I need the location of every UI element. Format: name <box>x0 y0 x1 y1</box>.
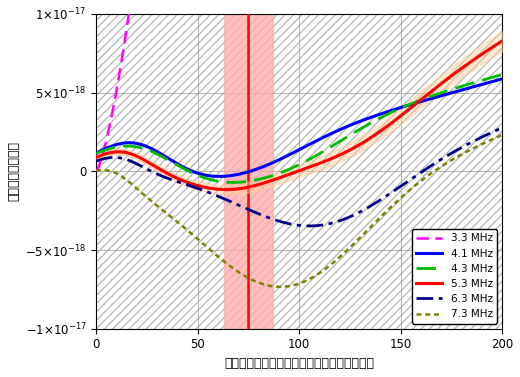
Bar <box>224 14 272 329</box>
Y-axis label: 相対的な光シフト: 相対的な光シフト <box>7 141 20 201</box>
X-axis label: トラップ深さ　（光子反跳エネルギー単位）: トラップ深さ （光子反跳エネルギー単位） <box>224 357 374 370</box>
Legend: 3.3 MHz, 4.1 MHz, 4.3 MHz, 5.3 MHz, 6.3 MHz, 7.3 MHz: 3.3 MHz, 4.1 MHz, 4.3 MHz, 5.3 MHz, 6.3 … <box>412 229 497 323</box>
